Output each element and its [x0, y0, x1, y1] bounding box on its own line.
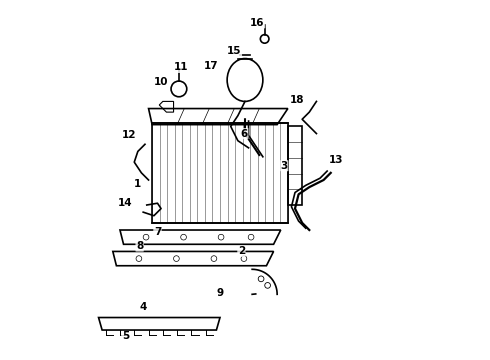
Text: 12: 12 [122, 130, 136, 140]
Text: 17: 17 [204, 61, 219, 71]
Text: 4: 4 [140, 302, 147, 312]
Text: 14: 14 [118, 198, 133, 208]
Text: 3: 3 [281, 161, 288, 171]
Text: 8: 8 [136, 241, 143, 251]
Text: 11: 11 [173, 63, 188, 72]
Text: 1: 1 [134, 179, 142, 189]
Text: 9: 9 [217, 288, 223, 297]
Text: 10: 10 [154, 77, 168, 87]
Text: 15: 15 [227, 46, 242, 57]
Text: 18: 18 [290, 95, 304, 105]
Text: 6: 6 [241, 129, 248, 139]
Text: 7: 7 [154, 227, 161, 237]
Text: 2: 2 [238, 247, 245, 256]
Text: 5: 5 [122, 332, 129, 342]
Text: 16: 16 [250, 18, 265, 28]
Text: 13: 13 [329, 156, 343, 165]
